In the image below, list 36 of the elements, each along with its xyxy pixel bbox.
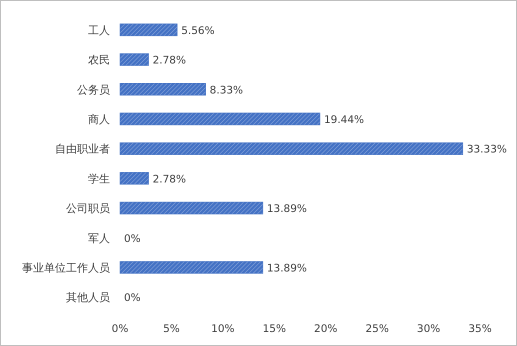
data-label: 2.78%: [152, 54, 186, 67]
y-tick-label: 工人: [88, 24, 110, 37]
x-tick-label: 30%: [416, 323, 440, 335]
bar: [120, 172, 149, 185]
x-tick-label: 0%: [112, 323, 128, 335]
data-label: 8.33%: [210, 84, 244, 96]
y-tick-label: 军人: [88, 232, 110, 245]
x-tick-label: 5%: [163, 323, 180, 335]
x-tick-label: 15%: [262, 323, 286, 335]
y-tick-label: 公司职员: [66, 202, 110, 216]
y-tick-label: 事业单位工作人员: [22, 261, 110, 274]
data-label: 13.89%: [266, 203, 307, 216]
bar: [120, 53, 149, 66]
data-label: 33.33%: [466, 144, 507, 156]
y-tick-label: 公务员: [77, 83, 110, 96]
bar: [120, 83, 206, 96]
data-label: 5.56%: [181, 24, 215, 37]
data-label: 13.89%: [266, 262, 307, 274]
x-tick-label: 10%: [211, 323, 235, 335]
bar: [120, 261, 264, 274]
data-label: 0%: [124, 232, 141, 245]
y-tick-label: 其他人员: [66, 291, 110, 304]
y-tick-label: 商人: [88, 112, 110, 126]
bar: [120, 202, 264, 214]
x-tick-label: 20%: [314, 323, 338, 335]
data-label: 19.44%: [324, 114, 364, 126]
bar: [120, 112, 320, 126]
x-tick-label: 25%: [365, 323, 389, 335]
y-tick-label: 学生: [88, 172, 110, 186]
y-tick-label: 自由职业者: [55, 142, 110, 156]
data-label: 2.78%: [152, 173, 186, 186]
bar: [120, 24, 178, 36]
x-tick-label: 35%: [468, 323, 492, 335]
bar: [120, 142, 464, 155]
y-tick-label: 农民: [88, 54, 110, 67]
data-label: 0%: [124, 292, 141, 304]
